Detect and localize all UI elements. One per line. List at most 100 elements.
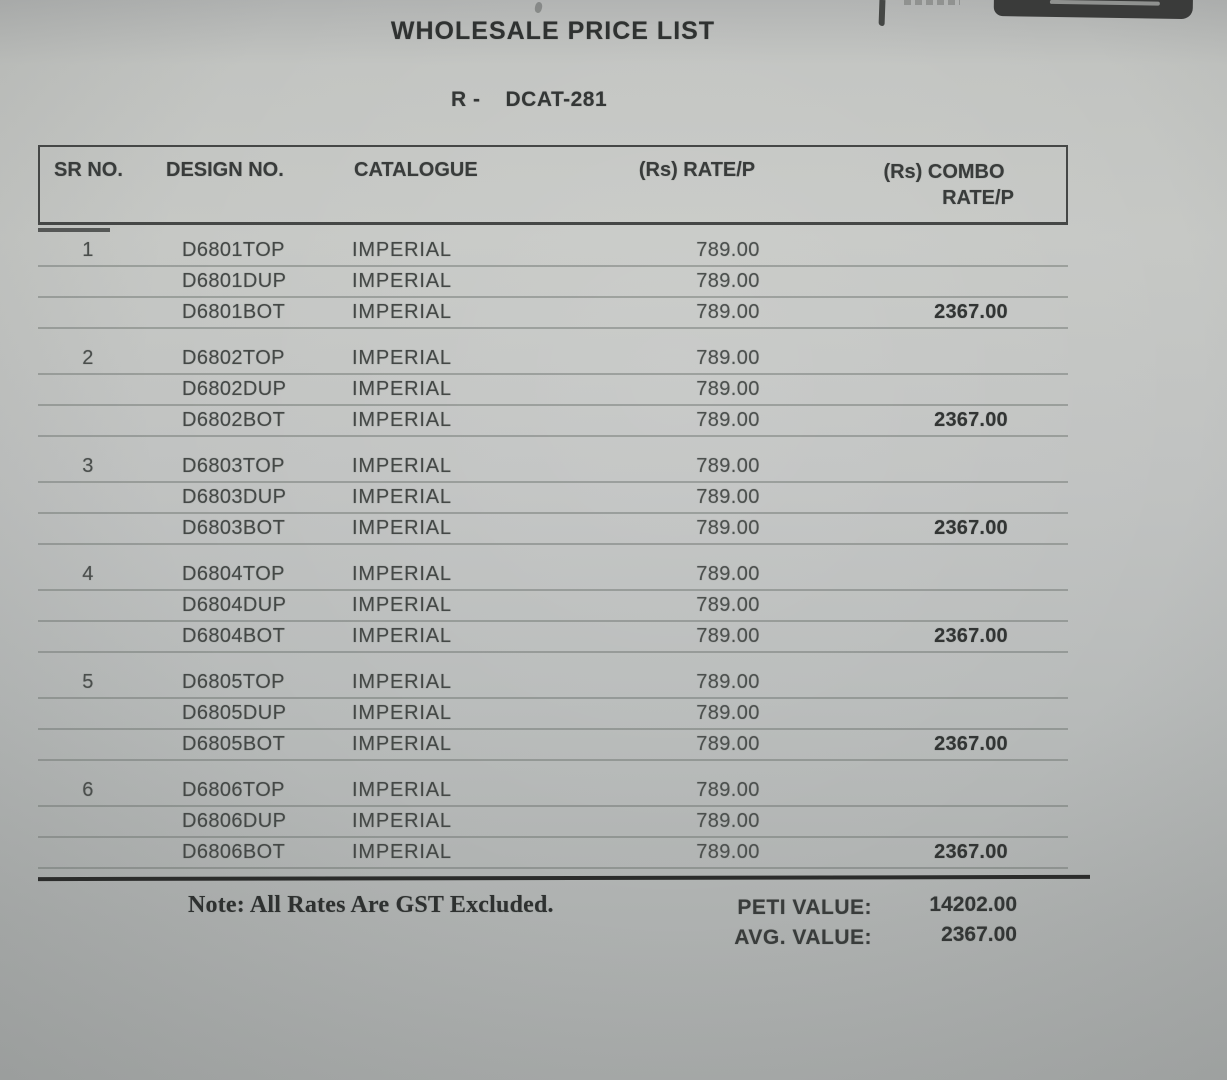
table-row: D6804DUP IMPERIAL 789.00 [38, 591, 1068, 622]
peti-value-label: PETI VALUE: [737, 896, 872, 919]
cell-design: D6803DUP [182, 486, 287, 508]
catalog-reference: R - DCAT-281 [451, 88, 607, 112]
table-row: 2 D6802TOP IMPERIAL 789.00 [38, 344, 1068, 375]
cell-catalogue: IMPERIAL [352, 563, 452, 585]
table-row: D6804BOT IMPERIAL 789.00 2367.00 [38, 622, 1068, 653]
cell-rate: 789.00 [696, 594, 760, 616]
table-row: D6805BOT IMPERIAL 789.00 2367.00 [38, 730, 1068, 761]
peti-value-amount: 14202.00 [929, 893, 1017, 916]
cell-rate: 789.00 [696, 563, 760, 585]
table-row: D6801DUP IMPERIAL 789.00 [38, 267, 1068, 298]
cell-rate: 789.00 [696, 671, 760, 693]
table-row: D6802DUP IMPERIAL 789.00 [38, 375, 1068, 406]
gst-note: Note: All Rates Are GST Excluded. [188, 892, 554, 918]
cell-catalogue: IMPERIAL [352, 301, 452, 323]
cell-catalogue: IMPERIAL [352, 409, 452, 431]
cell-sr: 5 [82, 671, 94, 693]
header-rate: (Rs) RATE/P [638, 159, 756, 181]
catalog-reference-prefix: R - [451, 88, 481, 111]
cell-design: D6804TOP [182, 563, 285, 585]
avg-value-amount: 2367.00 [941, 923, 1017, 946]
catalog-reference-code: DCAT-281 [505, 88, 608, 111]
cell-catalogue: IMPERIAL [352, 779, 452, 801]
cell-sr: 4 [82, 563, 94, 585]
cell-design: D6801DUP [182, 270, 287, 292]
cell-sr: 3 [82, 455, 94, 477]
table-row: 4 D6804TOP IMPERIAL 789.00 [38, 560, 1068, 591]
header-combo-rate-line2: RATE/P [942, 187, 1014, 209]
header-box-shadow-fragment [38, 228, 110, 232]
cell-catalogue: IMPERIAL [352, 810, 452, 832]
cell-catalogue: IMPERIAL [352, 239, 452, 261]
table-group: 3 D6803TOP IMPERIAL 789.00 D6803DUP IMPE… [38, 452, 1068, 545]
table-row: D6806DUP IMPERIAL 789.00 [38, 807, 1068, 838]
header-combo-rate: (Rs) COMBO RATE/P [850, 159, 1066, 222]
table-row: D6805DUP IMPERIAL 789.00 [38, 699, 1068, 730]
table-group: 6 D6806TOP IMPERIAL 789.00 D6806DUP IMPE… [38, 776, 1068, 869]
cell-rate: 789.00 [696, 702, 760, 724]
cell-combo: 2367.00 [934, 301, 1008, 323]
cell-design: D6806BOT [182, 841, 286, 863]
header-combo-rate-line1: (Rs) COMBO [883, 161, 1005, 183]
header-catalogue: CATALOGUE [354, 159, 478, 181]
cell-catalogue: IMPERIAL [352, 455, 452, 477]
cell-sr: 6 [82, 779, 94, 801]
cell-combo: 2367.00 [934, 409, 1008, 431]
cell-catalogue: IMPERIAL [352, 347, 452, 369]
cell-combo: 2367.00 [934, 841, 1008, 863]
cell-rate: 789.00 [696, 486, 760, 508]
table-row: 1 D6801TOP IMPERIAL 789.00 [38, 236, 1068, 267]
cell-rate: 789.00 [696, 378, 760, 400]
cell-rate: 789.00 [696, 810, 760, 832]
cell-rate: 789.00 [696, 733, 760, 755]
table-row: D6802BOT IMPERIAL 789.00 2367.00 [38, 406, 1068, 437]
cell-design: D6805TOP [182, 671, 285, 693]
cell-design: D6805DUP [182, 702, 287, 724]
table-row: D6803BOT IMPERIAL 789.00 2367.00 [38, 514, 1068, 545]
cell-catalogue: IMPERIAL [352, 270, 452, 292]
cell-catalogue: IMPERIAL [352, 594, 452, 616]
cell-rate: 789.00 [696, 841, 760, 863]
cell-design: D6806TOP [182, 779, 285, 801]
page-title: WHOLESALE PRICE LIST [390, 17, 716, 45]
cell-sr: 2 [82, 347, 94, 369]
cell-design: D6804DUP [182, 594, 287, 616]
cell-design: D6803BOT [182, 517, 286, 539]
table-group: 4 D6804TOP IMPERIAL 789.00 D6804DUP IMPE… [38, 560, 1068, 653]
cell-catalogue: IMPERIAL [352, 517, 452, 539]
table-row: D6801BOT IMPERIAL 789.00 2367.00 [38, 298, 1068, 329]
cell-rate: 789.00 [696, 625, 760, 647]
table-header-row: SR NO. DESIGN NO. CATALOGUE (Rs) RATE/P … [38, 145, 1068, 225]
cell-rate: 789.00 [696, 347, 760, 369]
cell-rate: 789.00 [696, 779, 760, 801]
cell-sr: 1 [82, 239, 94, 261]
cell-catalogue: IMPERIAL [352, 733, 452, 755]
cell-design: D6802DUP [182, 378, 287, 400]
table-row: D6803DUP IMPERIAL 789.00 [38, 483, 1068, 514]
cell-catalogue: IMPERIAL [352, 625, 452, 647]
table-group: 5 D6805TOP IMPERIAL 789.00 D6805DUP IMPE… [38, 668, 1068, 761]
table-body: 1 D6801TOP IMPERIAL 789.00 D6801DUP IMPE… [38, 236, 1068, 884]
cell-design: D6802BOT [182, 409, 286, 431]
photo-artifact-mark [533, 1, 544, 14]
cell-rate: 789.00 [696, 301, 760, 323]
cell-catalogue: IMPERIAL [352, 671, 452, 693]
photo-artifact-stamp-notch [1049, 0, 1160, 6]
cell-rate: 789.00 [696, 517, 760, 539]
header-design-no: DESIGN NO. [166, 159, 284, 181]
table-row: 6 D6806TOP IMPERIAL 789.00 [38, 776, 1068, 807]
photo-artifact-smallprint [904, 0, 960, 5]
cell-catalogue: IMPERIAL [352, 378, 452, 400]
cell-combo: 2367.00 [934, 733, 1008, 755]
cell-design: D6801BOT [182, 301, 286, 323]
cell-rate: 789.00 [696, 239, 760, 261]
cell-catalogue: IMPERIAL [352, 702, 452, 724]
table-row: 3 D6803TOP IMPERIAL 789.00 [38, 452, 1068, 483]
table-row: 5 D6805TOP IMPERIAL 789.00 [38, 668, 1068, 699]
cell-rate: 789.00 [696, 409, 760, 431]
cell-catalogue: IMPERIAL [352, 486, 452, 508]
table-group: 1 D6801TOP IMPERIAL 789.00 D6801DUP IMPE… [38, 236, 1068, 329]
cell-combo: 2367.00 [934, 625, 1008, 647]
cell-design: D6803TOP [182, 455, 285, 477]
